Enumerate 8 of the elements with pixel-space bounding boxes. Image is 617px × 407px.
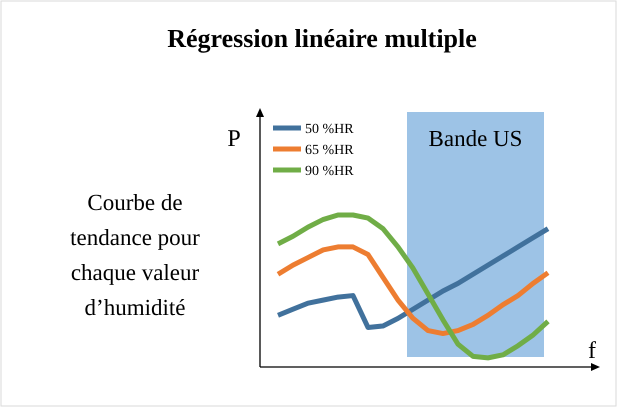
y-axis-title: P [227, 126, 241, 152]
chart-title: Régression linéaire multiple [167, 24, 477, 53]
text: Bande US [428, 126, 522, 151]
legend-label: 50 %HR [305, 122, 354, 137]
legend-label: 90 %HR [305, 164, 354, 179]
legend-label: 65 %HR [305, 143, 354, 158]
text: Courbe de tendance pour chaque valeur d’humidité [70, 190, 200, 320]
x-axis-title: f [588, 338, 596, 364]
